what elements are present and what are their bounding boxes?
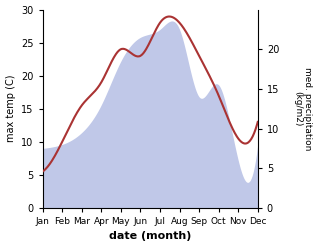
Y-axis label: med. precipitation
(kg/m2): med. precipitation (kg/m2) [293, 67, 313, 150]
X-axis label: date (month): date (month) [109, 231, 191, 242]
Y-axis label: max temp (C): max temp (C) [5, 75, 16, 143]
